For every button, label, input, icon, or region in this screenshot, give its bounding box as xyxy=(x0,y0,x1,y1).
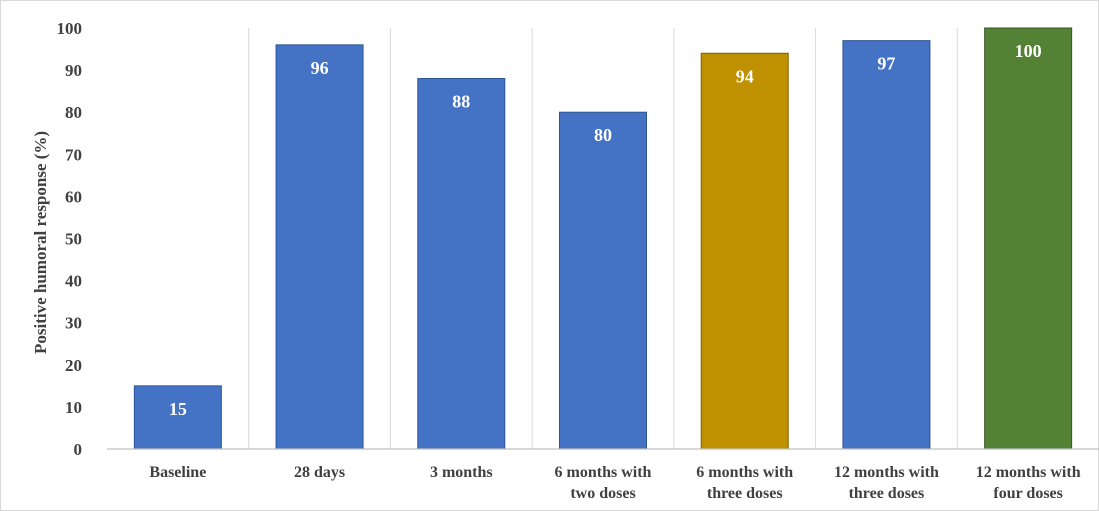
bar xyxy=(842,40,931,450)
x-tick-label: 3 months xyxy=(430,464,493,481)
x-tick-label: 28 days xyxy=(294,464,345,481)
x-tick-label: Baseline xyxy=(149,464,206,481)
bar xyxy=(417,78,506,450)
y-tick-label: 70 xyxy=(65,145,82,164)
x-tick-label: 12 months with four doses xyxy=(976,464,1081,502)
y-tick-label: 10 xyxy=(65,398,82,417)
x-axis-ticks: Baseline 28 days 3 months 6 months with two … xyxy=(149,464,1080,502)
y-tick-label: 100 xyxy=(57,19,83,38)
gridlines xyxy=(248,28,958,449)
y-tick-label: 40 xyxy=(65,272,82,291)
data-label: 80 xyxy=(594,125,612,145)
bars xyxy=(133,27,1073,450)
x-tick-label: 12 months with three doses xyxy=(834,464,939,502)
bar xyxy=(133,385,222,450)
y-axis-label: Positive humoral response (%) xyxy=(31,131,50,354)
data-label: 15 xyxy=(169,399,187,419)
y-tick-label: 20 xyxy=(65,356,82,375)
data-labels: 15 96 88 80 94 97 100 xyxy=(169,41,1042,419)
y-tick-label: 50 xyxy=(65,230,82,249)
y-tick-label: 30 xyxy=(65,314,82,333)
bar xyxy=(275,44,364,450)
x-tick-label: 6 months with three doses xyxy=(696,464,793,502)
bar xyxy=(700,52,789,450)
y-tick-label: 0 xyxy=(74,440,83,459)
y-axis-ticks: 0 10 20 30 40 50 60 70 80 90 100 xyxy=(57,19,83,459)
y-tick-label: 60 xyxy=(65,187,82,206)
data-label: 100 xyxy=(1015,41,1042,61)
y-tick-label: 90 xyxy=(65,61,82,80)
data-label: 97 xyxy=(877,54,895,74)
data-label: 88 xyxy=(452,92,470,112)
data-label: 94 xyxy=(736,66,754,86)
data-label: 96 xyxy=(311,58,329,78)
bar xyxy=(984,27,1073,450)
x-tick-label: 6 months with two doses xyxy=(555,464,652,502)
y-tick-label: 80 xyxy=(65,103,82,122)
bar xyxy=(559,111,647,450)
